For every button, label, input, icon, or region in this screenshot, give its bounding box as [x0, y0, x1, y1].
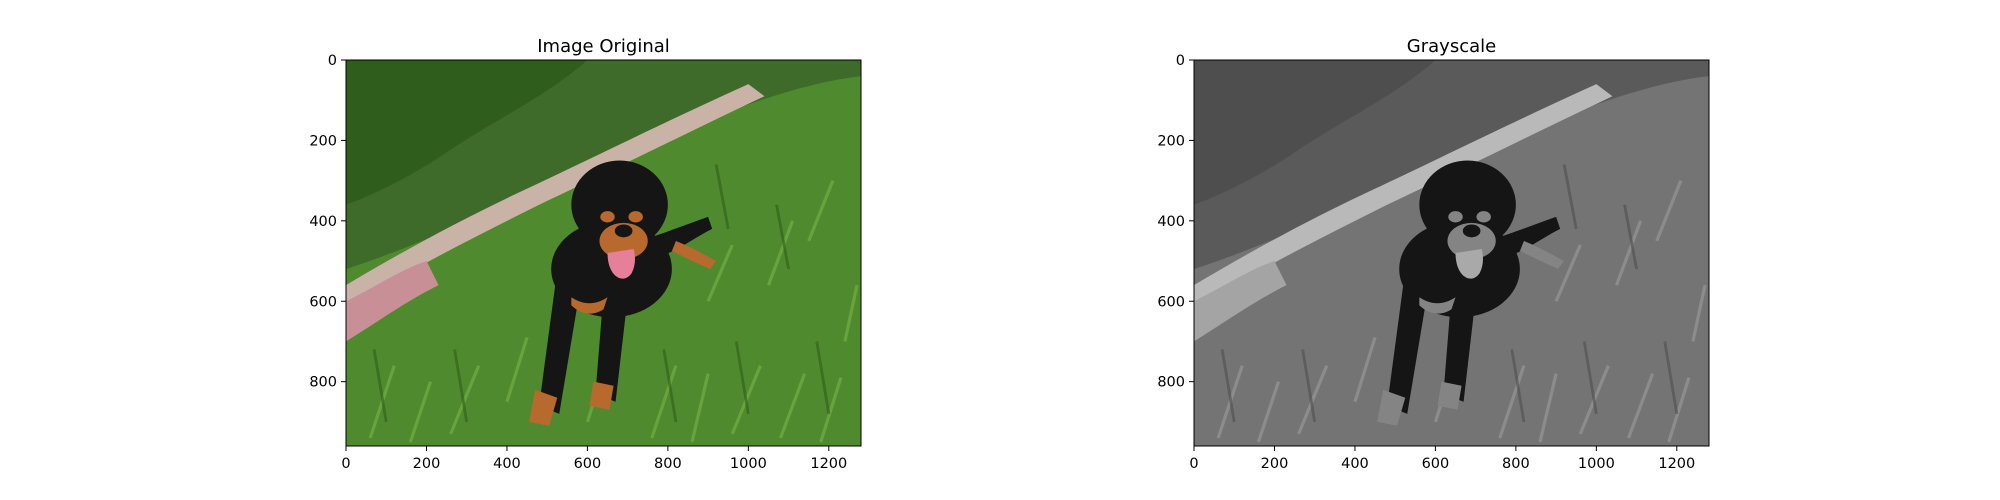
panel-original: Image Original 0 200 400 600 800 1000 1200 0 200…	[309, 36, 862, 472]
x-tick-label: 600	[574, 456, 602, 472]
x-tick-label: 400	[1341, 456, 1369, 472]
x-tick-label: 1200	[1658, 456, 1695, 472]
y-tick-label: 600	[309, 294, 337, 310]
x-tick-label: 0	[341, 456, 350, 472]
x-tick-label: 1000	[1578, 456, 1615, 472]
y-tick-label: 400	[309, 214, 337, 230]
x-tick-label: 800	[654, 456, 682, 472]
y-tick-label: 0	[1176, 53, 1185, 69]
x-tick-label: 400	[493, 456, 521, 472]
photo	[1194, 60, 1709, 446]
y-tick-label: 0	[328, 53, 337, 69]
y-tick-label: 400	[1157, 214, 1185, 230]
axes-frame	[345, 59, 862, 447]
axes-ticks: 0 200 400 600 800 1000 1200 0 200 400 600 800	[309, 53, 847, 472]
y-tick-label: 600	[1157, 294, 1185, 310]
y-tick-label: 800	[1157, 375, 1185, 391]
x-tick-label: 600	[1422, 456, 1450, 472]
axes-ticks: 0 200 400 600 800 1000 1200 0 200 400 600 800	[1157, 53, 1695, 472]
panel-grayscale: Grayscale 0 200 400 600 800 1000 1200 0 200 400 60…	[1157, 36, 1710, 472]
x-tick-label: 200	[413, 456, 441, 472]
photo	[346, 60, 861, 446]
x-tick-label: 800	[1502, 456, 1530, 472]
x-tick-label: 0	[1189, 456, 1198, 472]
y-tick-label: 200	[309, 133, 337, 149]
original-image	[346, 60, 861, 446]
x-tick-label: 200	[1261, 456, 1289, 472]
y-tick-label: 200	[1157, 133, 1185, 149]
panel-title: Grayscale	[1407, 36, 1496, 57]
panel-title: Image Original	[537, 36, 670, 57]
x-tick-label: 1000	[730, 456, 767, 472]
grayscale-image	[1194, 60, 1709, 446]
axes-frame	[1193, 59, 1710, 447]
y-tick-label: 800	[309, 375, 337, 391]
x-tick-label: 1200	[810, 456, 847, 472]
